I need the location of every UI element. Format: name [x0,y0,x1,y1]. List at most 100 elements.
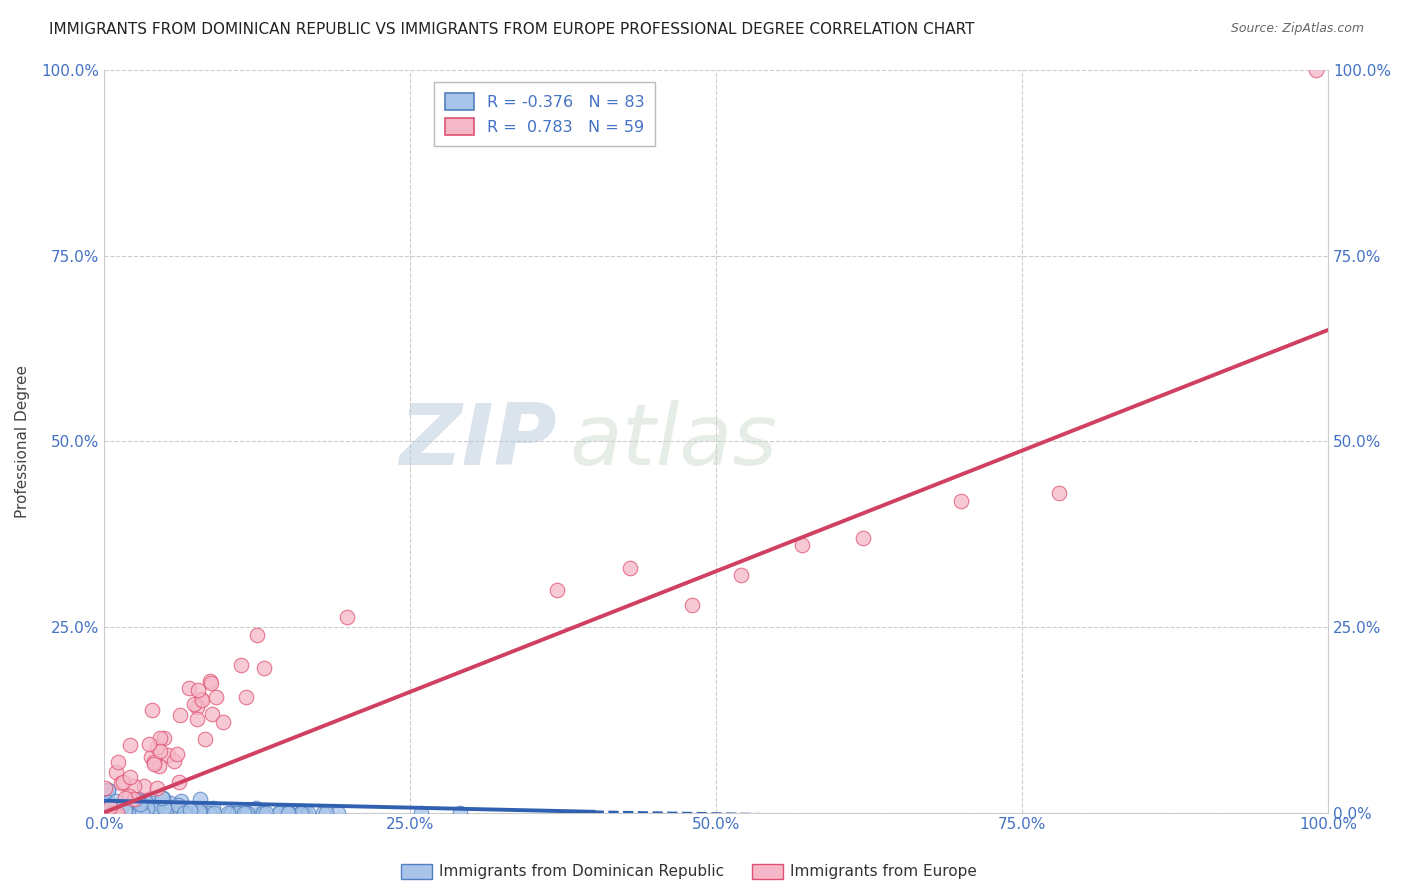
Point [173,805,195,820]
Point [186,700,208,714]
Point [217,805,239,820]
Point [149,744,172,758]
Point [97,783,120,797]
Point [204,690,226,704]
Point [97,805,120,819]
Point [273,805,295,820]
Point [136,802,159,816]
Point [134,794,156,808]
Point [105,764,128,779]
Point [149,731,172,746]
Point [149,801,172,815]
Point [127,792,149,806]
Point [180,805,202,820]
Point [118,789,141,804]
Point [145,780,167,795]
Point [98,798,121,813]
Point [150,790,173,805]
Point [143,755,166,769]
Point [254,805,277,820]
Point [127,801,149,815]
Point [311,805,333,820]
Text: Source: ZipAtlas.com: Source: ZipAtlas.com [1230,22,1364,36]
Point [221,805,243,820]
Point [145,804,167,818]
Y-axis label: Professional Degree: Professional Degree [15,365,30,517]
Point [183,698,205,712]
Point [190,691,212,706]
Point [167,774,190,789]
Point [190,805,212,820]
Point [336,609,359,624]
Point [127,795,149,809]
Point [277,805,299,820]
Point [232,805,254,820]
Point [236,805,259,820]
Point [131,805,153,820]
Point [197,805,219,820]
Point [235,690,257,704]
Point [681,598,703,612]
Point [290,805,312,820]
Point [449,805,471,820]
Point [290,805,312,820]
Point [250,805,273,820]
Point [297,805,319,820]
Point [949,493,972,508]
Point [155,801,177,815]
Point [619,560,641,574]
Text: Immigrants from Europe: Immigrants from Europe [790,864,977,879]
Point [328,805,350,820]
Point [409,805,432,820]
Point [101,805,124,820]
Point [228,805,250,820]
Point [221,805,243,820]
Point [292,805,315,820]
Point [1305,63,1327,78]
Point [246,628,269,642]
Point [122,780,145,794]
Point [141,703,163,717]
Point [114,791,136,805]
Point [98,798,121,813]
Point [315,805,337,820]
Point [110,776,132,790]
Point [94,780,117,795]
Point [142,756,165,771]
Point [145,804,167,818]
Point [253,661,276,675]
Point [118,738,141,752]
Point [159,796,181,810]
Point [97,783,120,797]
Point [202,800,225,814]
Point [177,681,200,695]
Point [187,804,209,818]
Point [170,794,193,808]
Point [128,795,150,809]
Point [226,805,249,820]
Point [790,538,813,552]
Point [167,798,190,813]
Point [132,779,155,793]
Point [156,747,179,762]
Point [173,805,195,820]
Point [235,805,257,820]
Point [139,749,162,764]
Text: ZIP: ZIP [399,400,557,483]
Point [138,737,160,751]
Point [1047,486,1070,500]
Point [100,801,122,815]
Point [153,731,176,745]
Point [173,805,195,820]
Point [186,805,208,820]
Point [128,797,150,812]
Point [169,803,191,817]
Point [191,693,214,707]
Point [278,805,301,820]
Point [105,805,128,820]
Point [294,805,316,820]
Point [277,805,299,820]
Point [136,801,159,815]
Point [730,568,752,582]
Point [149,805,172,820]
